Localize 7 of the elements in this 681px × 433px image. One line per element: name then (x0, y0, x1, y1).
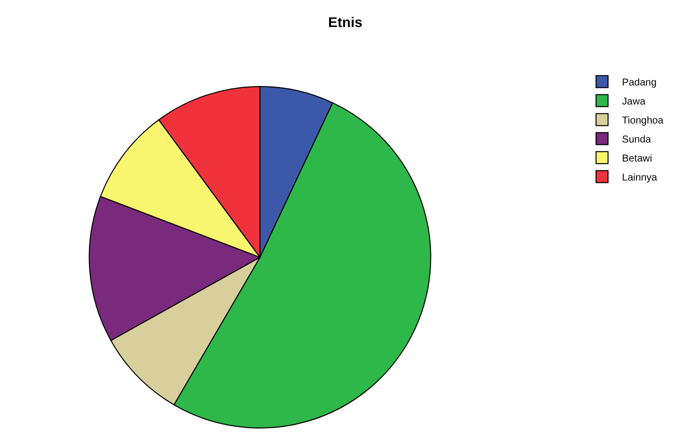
legend-label: Sunda (622, 134, 652, 146)
chart-title: Etnis (328, 14, 363, 30)
legend-label: Padang (622, 78, 657, 89)
legend-label: Betawi (622, 154, 652, 165)
legend-label: Jawa (622, 96, 646, 108)
legend-label: Tionghoa (622, 116, 664, 127)
legend-label: Lainnya (622, 172, 658, 184)
